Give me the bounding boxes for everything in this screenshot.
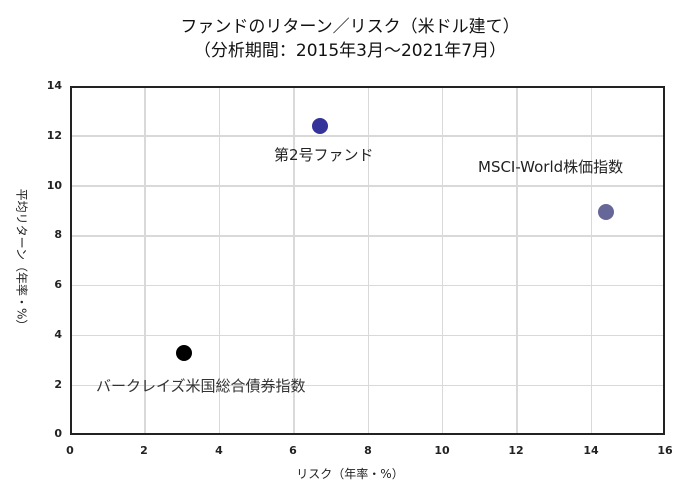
gridline-x [516, 88, 518, 433]
x-tick: 14 [583, 444, 599, 457]
gridline-x [590, 88, 593, 433]
y-tick: 14 [46, 79, 62, 92]
chart-title: ファンドのリターン／リスク（米ドル建て） [180, 17, 520, 37]
y-tick: 2 [54, 378, 62, 391]
x-tick: 0 [66, 444, 74, 457]
gridline-y [72, 284, 663, 287]
data-point-fund2 [312, 118, 328, 134]
x-tick: 10 [434, 444, 450, 457]
gridline-x [367, 88, 369, 433]
point-label-barclays: バークレイズ米国総合債券指数 [96, 377, 306, 395]
y-tick: 10 [46, 179, 62, 192]
point-label-fund2: 第2号ファンド [274, 146, 374, 164]
gridline-y [72, 334, 663, 337]
x-tick: 6 [289, 444, 297, 457]
plot-area [70, 86, 665, 435]
x-tick: 2 [140, 444, 148, 457]
gridline-y [72, 235, 663, 237]
x-axis-label: リスク（年率・%） [296, 467, 404, 481]
data-point-msci [598, 204, 614, 220]
y-tick: 12 [46, 129, 62, 142]
gridline-x [218, 88, 221, 433]
y-tick: 0 [54, 427, 62, 440]
data-point-barclays [176, 345, 192, 361]
gridline-x [441, 88, 444, 433]
gridline-x [144, 88, 146, 433]
point-label-msci: MSCI-World株価指数 [478, 158, 624, 176]
y-axis-label-wrap: 平均リターン（年率・%） [2, 170, 42, 350]
gridline-y [72, 185, 663, 187]
y-tick: 6 [54, 278, 62, 291]
y-tick: 4 [54, 328, 62, 341]
x-tick: 16 [657, 444, 673, 457]
x-tick: 8 [364, 444, 372, 457]
y-axis-label: 平均リターン（年率・%） [14, 188, 29, 332]
gridline-x [293, 88, 295, 433]
chart-subtitle: （分析期間：2015年3月～2021年7月） [193, 41, 507, 61]
x-tick: 4 [215, 444, 223, 457]
gridline-y [72, 384, 663, 386]
y-tick: 8 [54, 228, 62, 241]
x-tick: 12 [508, 444, 524, 457]
gridline-y [72, 135, 663, 137]
